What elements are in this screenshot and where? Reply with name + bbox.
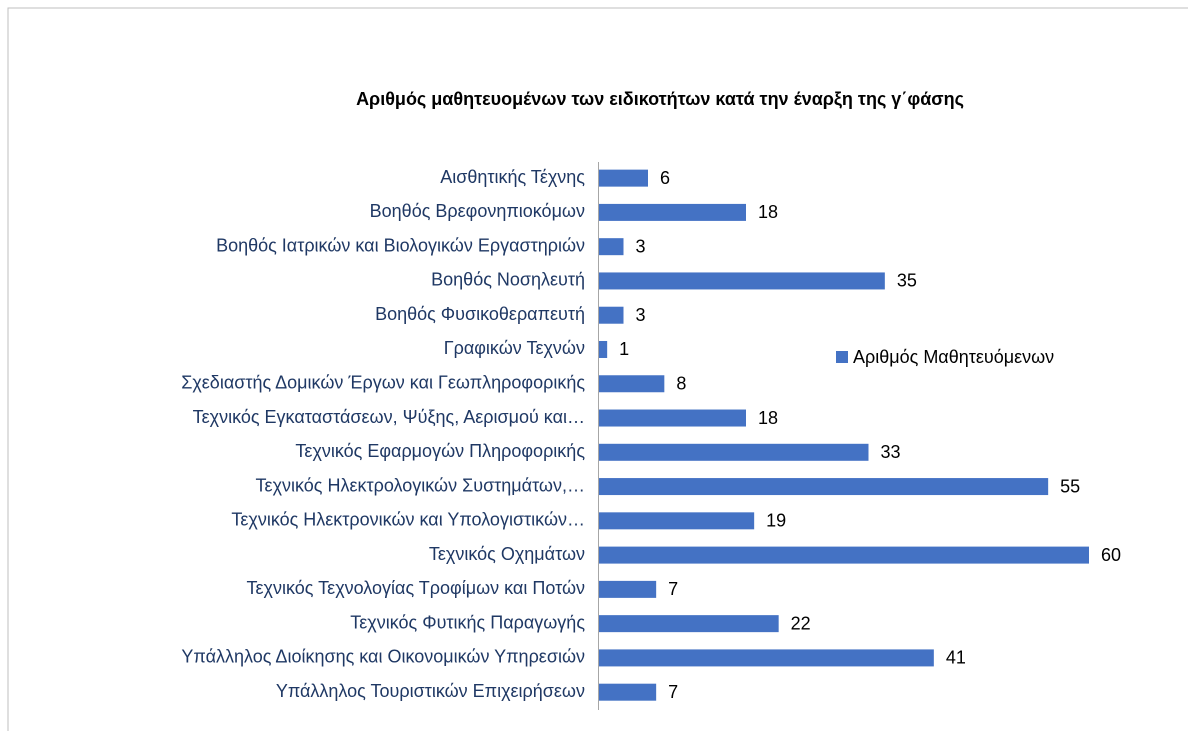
y-tick-label: Υπάλληλος Διοίκησης και Οικονομικών Υπηρ… [181,647,585,667]
bar [599,683,657,701]
data-label: 1 [619,339,629,359]
data-label: 7 [668,682,678,702]
data-label: 33 [881,442,901,462]
chart-title: Αριθμός μαθητευομένων των ειδικοτήτων κα… [356,89,964,110]
y-tick-label: Τεχνικός Τεχνολογίας Τροφίμων και Ποτών [247,578,585,598]
bar [599,580,657,598]
y-tick-label: Τεχνικός Ηλεκτρονικών και Υπολογιστικών… [231,510,585,530]
data-label: 6 [660,168,670,188]
bar [599,375,665,393]
legend-label: Αριθμός Μαθητευόμενων [853,347,1054,367]
frame [7,7,1188,731]
bar [599,546,1089,564]
bar [599,478,1049,496]
y-tick-label: Βοηθός Ιατρικών και Βιολογικών Εργαστηρι… [216,235,585,255]
y-tick-label: Σχεδιαστής Δομικών Έργων και Γεωπληροφορ… [181,373,585,393]
data-label: 8 [676,374,686,394]
bar [599,340,608,358]
bar [599,238,624,256]
data-label: 18 [758,202,778,222]
y-tick-label: Τεχνικός Ηλεκτρολογικών Συστημάτων,… [256,475,585,495]
y-tick-label: Βοηθός Φυσικοθεραπευτή [375,304,585,324]
bar [599,409,746,427]
bar [599,203,746,221]
data-label: 60 [1101,545,1121,565]
data-label: 55 [1060,476,1080,496]
data-label: 3 [636,236,646,256]
data-label: 19 [766,511,786,531]
data-label: 18 [758,408,778,428]
data-label: 3 [636,305,646,325]
bar [599,649,934,667]
legend-swatch [836,351,848,363]
y-tick-label: Τεχνικός Εγκαταστάσεων, Ψύξης, Αερισμού … [193,407,585,427]
bar [599,615,779,633]
y-tick-label: Τεχνικός Εφαρμογών Πληροφορικής [295,441,585,461]
y-tick-label: Τεχνικός Οχημάτων [429,544,585,564]
bar [599,272,885,290]
y-tick-label: Βοηθός Βρεφονηπιοκόμων [370,201,585,221]
bar [599,169,648,187]
data-label: 7 [668,579,678,599]
data-label: 41 [946,648,966,668]
bar [599,512,755,530]
y-tick-label: Υπάλληλος Τουριστικών Επιχειρήσεων [276,681,585,701]
y-tick-label: Βοηθός Νοσηλευτή [431,270,585,290]
y-tick-label: Αισθητικής Τέχνης [440,167,585,187]
data-label: 22 [791,613,811,633]
y-tick-label: Τεχνικός Φυτικής Παραγωγής [350,612,585,632]
data-label: 35 [897,271,917,291]
y-tick-label: Γραφικών Τεχνών [444,338,585,358]
bar [599,443,869,461]
bar [599,306,624,324]
